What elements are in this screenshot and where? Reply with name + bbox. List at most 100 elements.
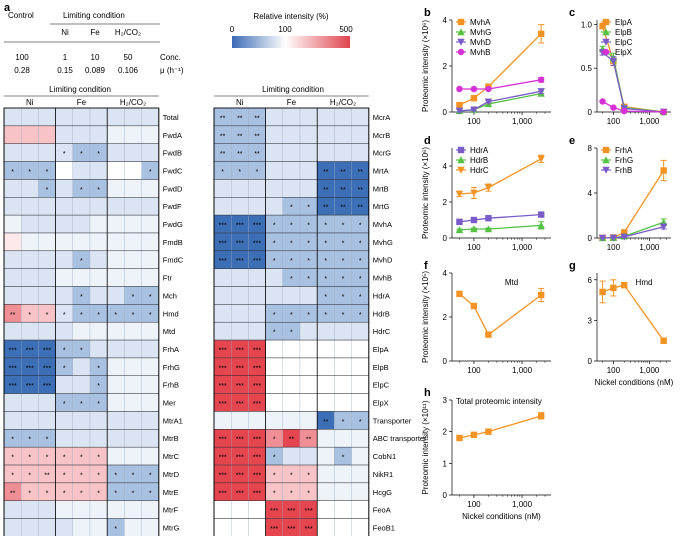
heatmap-cell <box>213 197 232 216</box>
heatmap-cell <box>334 482 352 501</box>
significance-mark: *** <box>43 383 51 390</box>
row-label: McrG <box>373 149 391 158</box>
data-point <box>602 38 610 46</box>
significance-mark: * <box>132 294 135 301</box>
data-point <box>537 88 545 95</box>
heatmap-cell <box>89 214 108 234</box>
heatmap-cell <box>299 179 318 198</box>
heatmap-cell <box>141 411 159 430</box>
data-point <box>456 101 463 109</box>
heatmap-cell <box>231 286 249 305</box>
y-axis-label: Proteomic intensity (×10⁶) <box>421 147 430 239</box>
heatmap-cell <box>141 322 159 341</box>
heatmap-cell <box>124 197 142 216</box>
heatmap-cell <box>351 518 369 536</box>
row-label: FwdF <box>163 202 182 211</box>
heatmap-cell <box>317 393 335 412</box>
significance-mark: * <box>273 223 276 230</box>
x-tick-label: 1,000 <box>639 243 660 252</box>
significance-mark: * <box>342 223 345 230</box>
heatmap-cell <box>55 411 73 430</box>
row-label: McrB <box>373 131 391 140</box>
heatmap-cell <box>282 339 301 359</box>
heatmap-cell <box>21 411 39 430</box>
heatmap-cell <box>351 393 369 412</box>
row-label: Ftr <box>163 274 173 283</box>
heatmap-cell <box>107 143 125 162</box>
significance-mark: * <box>290 223 293 230</box>
significance-mark: *** <box>236 437 244 444</box>
heatmap-cell <box>141 125 159 144</box>
significance-mark: *** <box>253 401 261 408</box>
heatmap-cell <box>3 125 22 144</box>
heatmap-cell <box>124 375 142 394</box>
significance-mark: * <box>63 151 66 158</box>
heatmap-cell <box>265 125 283 144</box>
significance-mark: * <box>324 294 327 301</box>
row-label: FmdC <box>163 256 184 265</box>
significance-mark: *** <box>236 455 244 462</box>
significance-mark: ** <box>254 151 260 158</box>
series-line <box>459 293 542 336</box>
legend-item: ElpC <box>601 38 633 47</box>
data-point <box>609 57 618 65</box>
row-label: Hmd <box>163 309 179 318</box>
heatmap-cell <box>38 268 56 287</box>
significance-mark: *** <box>219 472 227 479</box>
y-tick-label: 4 <box>588 189 593 198</box>
significance-mark: * <box>80 151 83 158</box>
y-tick-label: 0 <box>443 491 448 500</box>
significance-mark: * <box>273 258 276 265</box>
data-point <box>621 281 628 289</box>
significance-mark: ** <box>340 187 346 194</box>
heatmap-cell <box>21 107 39 127</box>
significance-mark: *** <box>305 508 313 515</box>
row-label: FrhA <box>163 345 179 354</box>
significance-mark: *** <box>236 240 244 247</box>
heatmap-cell <box>55 286 73 305</box>
significance-mark: ** <box>323 187 329 194</box>
x-tick-label: 1,000 <box>512 243 533 252</box>
series-ElpX <box>599 98 667 116</box>
row-label: FrhG <box>163 363 180 372</box>
significance-mark: * <box>63 312 66 319</box>
heatmap-cell <box>21 143 39 162</box>
series-Mtd <box>456 287 545 338</box>
heatmap-cell <box>107 429 125 448</box>
y-tick-label: 2 <box>443 198 448 207</box>
heatmap-cell <box>351 500 369 519</box>
x-tick-label: 1,000 <box>512 366 533 375</box>
row-label: MrtG <box>373 202 390 211</box>
data-point <box>470 431 478 439</box>
heatmap-cell <box>265 411 283 430</box>
significance-mark: *** <box>236 223 244 230</box>
heatmap-cell <box>89 322 108 341</box>
y-tick-label: 1.0 <box>581 20 593 29</box>
significance-mark: * <box>80 455 83 462</box>
series-ElpA <box>599 22 667 116</box>
legend-item: MvhG <box>456 28 491 37</box>
heatmap-cell <box>89 250 108 269</box>
row-label: ABC transporter <box>373 434 427 443</box>
heatmap-cell <box>334 518 352 536</box>
series-MvhA <box>456 24 545 109</box>
significance-mark: * <box>97 455 100 462</box>
significance-mark: ** <box>340 169 346 176</box>
x-tick-label: 100 <box>467 500 481 509</box>
y-axis-label: Proteomic intensity (×10⁶) <box>421 20 430 112</box>
significance-mark: *** <box>43 347 51 354</box>
y-tick-label: 8 <box>588 144 593 153</box>
series-line <box>459 213 542 223</box>
heatmap-cell <box>351 339 369 359</box>
heatmap-cell <box>3 393 22 412</box>
significance-mark: * <box>342 312 345 319</box>
significance-mark: *** <box>219 240 227 247</box>
significance-mark: * <box>46 312 49 319</box>
row-label: Transporter <box>373 416 412 425</box>
row-label: MtrA1 <box>163 416 183 425</box>
significance-mark: * <box>11 437 14 444</box>
heatmap-cell <box>72 518 91 536</box>
legend-label: HdrA <box>470 146 489 155</box>
legend-label: MvhA <box>470 18 491 27</box>
